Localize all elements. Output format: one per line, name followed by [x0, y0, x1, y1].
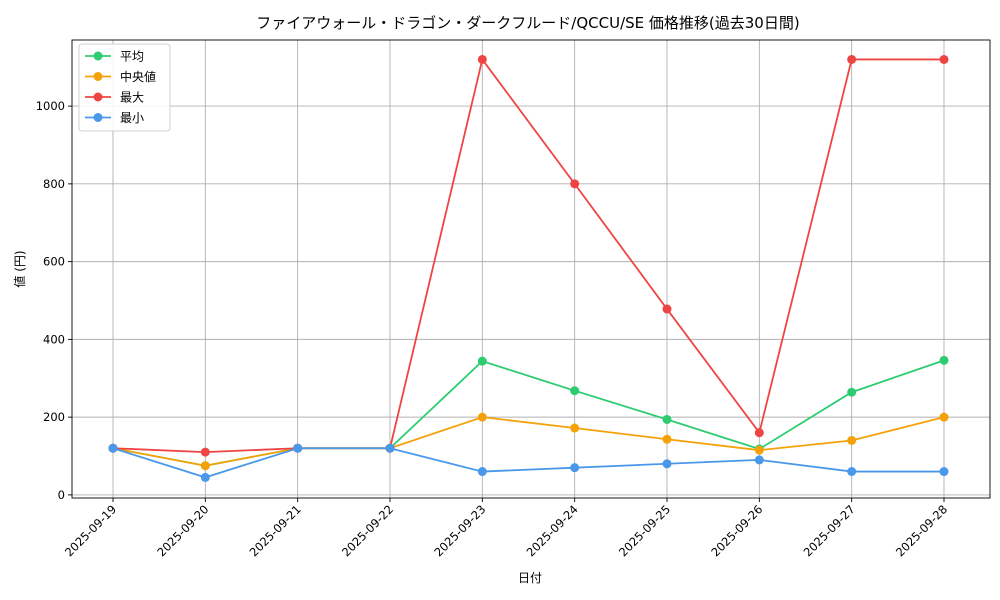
series-1: [108, 412, 949, 471]
data-point: [847, 467, 857, 477]
x-tick-label: 2025-09-26: [708, 502, 765, 559]
data-point: [847, 387, 857, 397]
legend-box: [78, 43, 171, 132]
series-3: [108, 443, 949, 482]
x-tick-label: 2025-09-27: [801, 502, 858, 559]
data-point: [570, 463, 580, 473]
y-axis-label: 値 (円): [12, 250, 27, 287]
y-tick-label: 400: [43, 332, 65, 346]
x-tick-label: 2025-09-24: [524, 502, 581, 559]
data-point: [754, 455, 764, 465]
data-point: [847, 435, 857, 445]
x-axis: 2025-09-19 2025-09-20 2025-09-21 2025-09-22…: [62, 498, 950, 559]
data-point: [754, 428, 764, 438]
data-point: [939, 412, 949, 422]
legend-marker: [93, 72, 103, 81]
y-tick-label: 800: [43, 177, 65, 191]
series-2: [108, 54, 949, 457]
legend-label: 最大: [120, 91, 144, 105]
x-tick-label: 2025-09-25: [616, 502, 673, 559]
data-point: [939, 54, 949, 64]
x-tick-label: 2025-09-19: [62, 502, 119, 559]
data-point: [477, 54, 487, 64]
data-point: [385, 443, 395, 453]
data-point: [293, 443, 303, 453]
x-tick-label: 2025-09-22: [339, 502, 396, 559]
y-tick-label: 200: [43, 410, 65, 424]
grid-lines: [72, 40, 990, 498]
data-point: [847, 54, 857, 64]
data-point: [939, 467, 949, 477]
data-point: [662, 434, 672, 444]
data-point: [200, 447, 210, 457]
data-point: [939, 355, 949, 365]
data-point: [200, 472, 210, 482]
y-tick-label: 600: [43, 255, 65, 269]
data-point: [754, 445, 764, 455]
data-point: [570, 386, 580, 396]
legend-label: 最小: [120, 111, 144, 125]
legend-marker: [93, 51, 103, 61]
series-group: [108, 54, 949, 482]
data-point: [108, 443, 118, 453]
x-tick-label: 2025-09-21: [247, 502, 304, 559]
chart-title: ファイアウォール・ドラゴン・ダークフルード/QCCU/SE 価格推移(過去30日…: [256, 14, 799, 32]
data-point: [477, 467, 487, 477]
series-line: [112, 447, 944, 479]
data-point: [662, 304, 672, 314]
y-axis: 0 200 400 600 800 1000: [36, 99, 72, 502]
data-point: [200, 461, 210, 471]
series-0: [108, 355, 949, 471]
legend-label: 平均: [120, 50, 144, 64]
series-line: [112, 57, 944, 454]
data-point: [477, 356, 487, 366]
plot-area: [71, 39, 991, 499]
x-axis-label: 日付: [518, 571, 542, 585]
data-point: [570, 423, 580, 433]
data-point: [662, 414, 672, 424]
data-point: [477, 412, 487, 422]
y-tick-label: 0: [58, 488, 65, 502]
x-tick-label: 2025-09-23: [431, 502, 488, 559]
x-tick-label: 2025-09-20: [154, 502, 211, 559]
series-line: [112, 416, 945, 467]
legend-label: 中央値: [120, 69, 156, 84]
y-tick-label: 1000: [36, 99, 65, 113]
data-point: [570, 179, 580, 189]
data-point: [662, 459, 672, 469]
x-tick-label: 2025-09-28: [893, 502, 950, 559]
legend-marker: [93, 113, 103, 122]
legend-marker: [93, 92, 103, 102]
